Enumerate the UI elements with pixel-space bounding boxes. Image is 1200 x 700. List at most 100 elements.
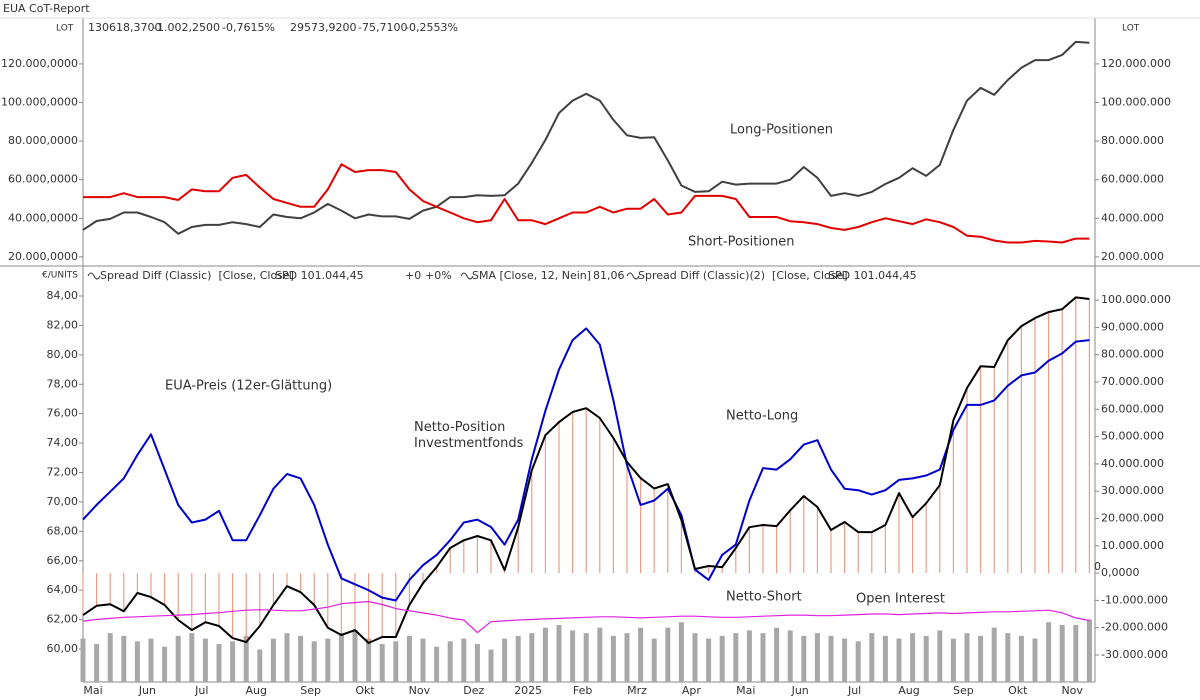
x-tick-label: Apr [682,684,702,697]
series-line [82,600,1090,634]
volume-bar [801,635,807,682]
net-bar [980,366,982,574]
y-tick-label: 120.000,0000 [1,57,78,70]
y2-tick-label: -30.000.000 [1101,648,1168,661]
volume-bar [1046,622,1052,682]
y2-tick-label: 20.000.000 [1101,511,1164,524]
net-bar [667,484,669,574]
net-bar [164,573,166,606]
net-bar [1061,309,1063,574]
volume-bar [257,649,263,682]
x-tick-label: Nov [409,684,431,697]
net-bar [96,573,98,606]
indicator-label: 81,06 [593,269,625,282]
volume-bar [950,638,956,682]
y2-tick-label: 40.000.000 [1101,457,1164,470]
x-tick-label: Mai [736,684,755,697]
indicator-label: +0% [425,269,452,282]
volume-bar [243,635,249,682]
net-bar [354,573,356,631]
indicator-icon [460,272,474,280]
y-tick-label: 84,00 [47,289,79,302]
volume-bar [896,638,902,682]
volume-bar [978,635,984,682]
net-bar [871,532,873,574]
volume-bar [461,638,467,682]
net-bar [653,488,655,574]
net-bar [517,527,519,574]
net-bar [490,540,492,574]
y2-tick-label: 120.000.000 [1101,57,1171,70]
volume-bar [107,633,113,682]
volume-bar [624,633,630,682]
y2-tick-label: 30.000.000 [1101,484,1164,497]
net-bar [272,573,274,606]
net-bar [136,573,138,594]
header-value: -0,7615% [222,21,275,34]
net-bar [476,535,478,574]
net-bar [680,520,682,574]
y2-tick-label: 100.000.000 [1101,293,1171,306]
x-tick-label: Jul [847,684,861,697]
net-bar [735,547,737,574]
volume-bar [991,627,997,682]
annotation: 0 [1094,560,1101,573]
y2-tick-label: 10.000.000 [1101,539,1164,552]
net-bar [123,573,125,612]
volume-bar [175,635,181,682]
x-tick-label: Jul [194,684,208,697]
volume-bar [814,633,820,682]
net-bar [531,470,533,574]
volume-bar [202,638,208,682]
volume-bar [787,630,793,682]
net-bar [1048,312,1050,574]
net-bar [748,527,750,574]
volume-bar [610,635,616,682]
net-bar [313,573,315,606]
volume-bar [529,633,535,682]
chart-title: EUA CoT-Report [3,2,90,15]
volume-bar [923,635,929,682]
volume-bar [1018,635,1024,682]
annotation: Netto-Short [726,590,802,605]
y-tick-label: 74,00 [47,436,79,449]
series-line [83,163,1090,244]
x-tick-label: Mai [83,684,102,697]
volume-bar [719,635,725,682]
volume-bar [964,633,970,682]
y2-tick-label: 40.000.000 [1101,211,1164,224]
volume-bar [270,638,276,682]
volume-bar [379,644,385,682]
y-tick-label: 80.000,0000 [8,134,78,147]
net-bar [789,510,791,574]
indicator-icon [626,272,640,280]
net-bar [232,573,234,639]
net-bar [218,573,220,627]
volume-bar [515,635,521,682]
indicator-icon [87,272,101,280]
net-bar [1034,318,1036,574]
net-bar [327,573,329,628]
net-bar [803,496,805,574]
volume-bar [325,638,331,682]
net-bar [504,570,506,574]
y-tick-label: 78,00 [47,377,79,390]
volume-bar [1073,624,1079,682]
net-bar [626,461,628,574]
indicator-label: Spread Diff (Classic) [Close, Close] [100,269,294,282]
x-tick-label: Jun [138,684,156,697]
x-tick-label: Nov [1061,684,1083,697]
volume-bar [284,633,290,682]
volume-bar [597,627,603,682]
indicator-label: Spread Diff (Classic)(2) [Close, Close] [638,269,848,282]
volume-bar [94,644,100,682]
volume-bar [706,638,712,682]
net-bar [857,532,859,574]
volume-bar [352,630,358,682]
header-value: -75,7100 [358,21,407,34]
net-bar [925,503,927,574]
net-bar [898,493,900,574]
net-bar [844,522,846,574]
net-bar [640,478,642,574]
